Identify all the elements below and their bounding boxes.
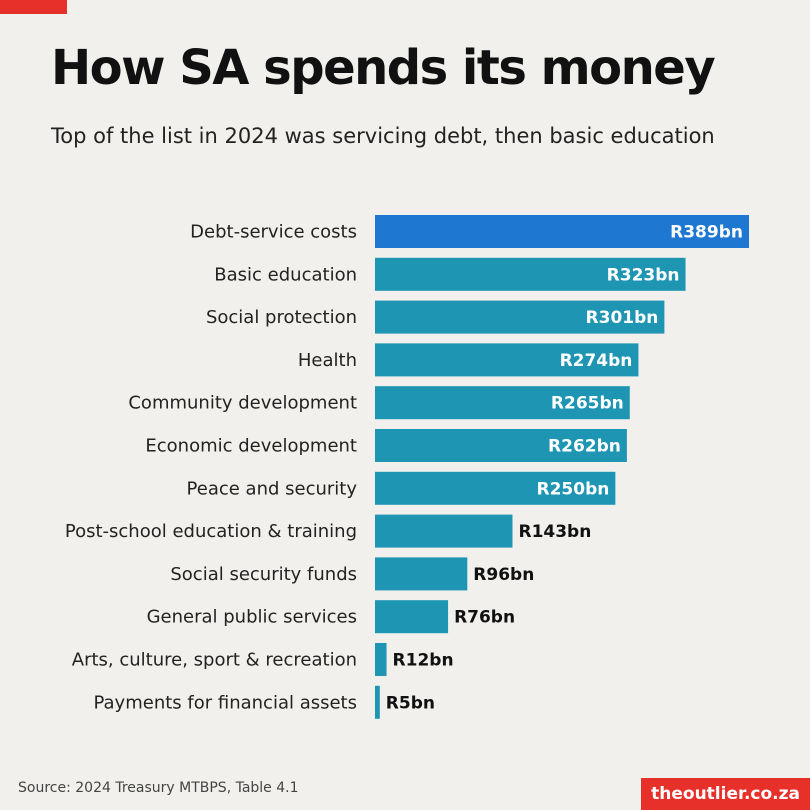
category-label: General public services (147, 607, 357, 628)
bar (375, 685, 380, 719)
value-label: R12bn (393, 651, 454, 671)
value-label: R76bn (454, 608, 515, 628)
value-label: R389bn (670, 223, 743, 243)
value-label: R274bn (560, 351, 633, 371)
bar (375, 429, 627, 462)
category-label: Community development (128, 393, 357, 414)
bar (375, 343, 639, 377)
bar (375, 557, 468, 591)
category-label: Payments for financial assets (93, 692, 357, 713)
chart-subtitle: Top of the list in 2024 was servicing de… (51, 124, 715, 148)
category-label: Basic education (214, 264, 357, 285)
value-label: R96bn (473, 565, 534, 585)
source-note: Source: 2024 Treasury MTBPS, Table 4.1 (18, 780, 299, 796)
category-label: Social security funds (170, 564, 357, 585)
bar (375, 215, 749, 248)
category-label: Health (298, 350, 357, 371)
value-label: R5bn (386, 693, 435, 713)
bar (375, 300, 665, 334)
category-label: Post-school education & training (65, 521, 357, 542)
value-label: R262bn (548, 437, 621, 457)
bar (375, 643, 387, 676)
category-label: Social protection (206, 307, 357, 328)
category-label: Debt-service costs (190, 222, 357, 243)
category-label: Peace and security (187, 478, 358, 499)
bar (375, 600, 449, 634)
value-label: R143bn (518, 522, 591, 542)
value-label: R323bn (607, 265, 680, 285)
bar-chart: Debt-service costs R389bn Basic education R… (65, 215, 749, 719)
value-label: R265bn (551, 394, 624, 414)
bar (375, 257, 686, 291)
value-label: R250bn (537, 479, 610, 499)
bar (375, 386, 630, 420)
top-accent-bar (0, 0, 67, 14)
bar (375, 471, 616, 505)
chart-title: How SA spends its money (51, 40, 716, 96)
category-label: Economic development (145, 436, 357, 457)
bar (375, 514, 513, 548)
value-label: R301bn (586, 308, 659, 328)
brand-badge: theoutlier.co.za (641, 778, 810, 810)
category-label: Arts, culture, sport & recreation (72, 650, 357, 671)
